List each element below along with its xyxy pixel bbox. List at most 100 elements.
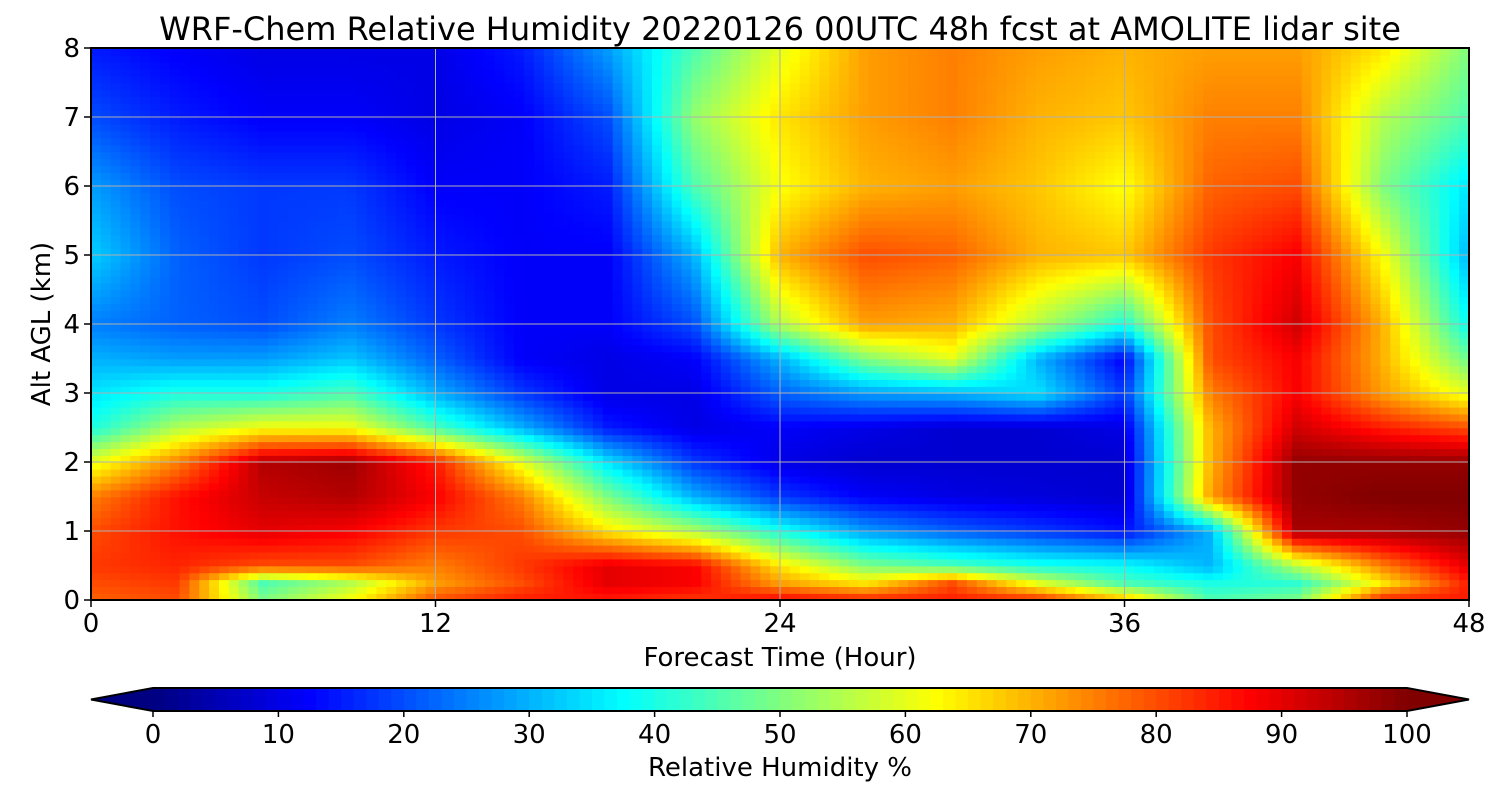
- heatmap-cell: [799, 393, 811, 401]
- heatmap-cell: [258, 565, 269, 574]
- heatmap-cell: [435, 455, 447, 463]
- heatmap-cell: [386, 448, 397, 456]
- heatmap-cell: [1203, 503, 1214, 512]
- heatmap-cell: [1350, 427, 1362, 436]
- heatmap-cell: [848, 365, 860, 374]
- heatmap-cell: [405, 586, 417, 594]
- heatmap-cell: [1281, 482, 1293, 491]
- heatmap-cell: [947, 441, 958, 449]
- heatmap-cell: [1291, 510, 1303, 518]
- heatmap-cell: [1350, 468, 1362, 477]
- heatmap-cell: [396, 475, 407, 484]
- heatmap-cell: [937, 448, 949, 456]
- heatmap-cell: [661, 379, 673, 387]
- heatmap-cell: [780, 531, 791, 539]
- heatmap-cell: [858, 503, 870, 512]
- heatmap-cell: [720, 565, 732, 574]
- heatmap-cell: [1035, 358, 1047, 367]
- heatmap-cell: [780, 448, 791, 456]
- heatmap-cell: [1439, 551, 1451, 560]
- heatmap-cell: [278, 393, 289, 401]
- heatmap-cell: [1281, 386, 1293, 394]
- heatmap-cell: [996, 448, 1008, 456]
- heatmap-cell: [514, 537, 525, 546]
- heatmap-cell: [415, 510, 427, 518]
- heatmap-cell: [563, 468, 575, 477]
- heatmap-cell: [1350, 510, 1362, 518]
- heatmap-cell: [1094, 503, 1106, 512]
- heatmap-cell: [1252, 586, 1264, 594]
- heatmap-cell: [1183, 558, 1195, 567]
- heatmap-cell: [1065, 531, 1077, 539]
- heatmap-cell: [405, 468, 417, 477]
- heatmap-cell: [1291, 475, 1303, 484]
- heatmap-cell: [1035, 448, 1047, 456]
- heatmap-cell: [1242, 517, 1254, 525]
- heatmap-cell: [533, 386, 545, 394]
- heatmap-cell: [1173, 544, 1185, 553]
- heatmap-cell: [661, 586, 673, 594]
- heatmap-cell: [1163, 379, 1175, 387]
- heatmap-cell: [1232, 565, 1244, 574]
- heatmap-cell: [524, 351, 535, 360]
- heatmap-cell: [278, 517, 289, 525]
- heatmap-cell: [976, 393, 988, 401]
- heatmap-cell: [642, 496, 653, 505]
- heatmap-cell: [1104, 379, 1116, 387]
- heatmap-cell: [898, 593, 909, 600]
- heatmap-cell: [957, 475, 968, 484]
- heatmap-cell: [238, 413, 250, 422]
- heatmap-cell: [622, 482, 634, 491]
- heatmap-cell: [425, 455, 437, 463]
- heatmap-cell: [524, 489, 535, 498]
- heatmap-cell: [1272, 427, 1283, 436]
- heatmap-cell: [1429, 413, 1441, 422]
- heatmap-cell: [622, 386, 634, 394]
- heatmap-cell: [189, 537, 201, 546]
- heatmap-cell: [1016, 462, 1027, 470]
- heatmap-cell: [1449, 551, 1460, 560]
- heatmap-cell: [1281, 406, 1293, 415]
- heatmap-cell: [1075, 406, 1086, 415]
- heatmap-cell: [297, 551, 309, 560]
- heatmap-cell: [543, 551, 555, 560]
- heatmap-cell: [1045, 386, 1057, 394]
- heatmap-cell: [238, 393, 250, 401]
- heatmap-cell: [494, 503, 506, 512]
- heatmap-cell: [1409, 558, 1421, 567]
- heatmap-cell: [1272, 468, 1283, 477]
- heatmap-cell: [671, 489, 683, 498]
- heatmap-cell: [1232, 537, 1244, 546]
- heatmap-cell: [1154, 579, 1165, 587]
- heatmap-cell: [1035, 462, 1047, 470]
- heatmap-cell: [730, 593, 742, 600]
- heatmap-cell: [396, 586, 407, 594]
- heatmap-cell: [543, 372, 555, 380]
- heatmap-cell: [711, 393, 722, 401]
- heatmap-cell: [524, 372, 535, 380]
- heatmap-cell: [1341, 455, 1352, 463]
- heatmap-cell: [1213, 593, 1224, 600]
- heatmap-cell: [720, 379, 732, 387]
- heatmap-cell: [661, 537, 673, 546]
- heatmap-cell: [661, 427, 673, 436]
- heatmap-cell: [592, 448, 604, 456]
- heatmap-cell: [799, 565, 811, 574]
- heatmap-cell: [455, 406, 466, 415]
- heatmap-cell: [1459, 503, 1469, 512]
- heatmap-cell: [1341, 420, 1352, 429]
- heatmap-cell: [189, 365, 201, 374]
- heatmap-cell: [1045, 358, 1057, 367]
- heatmap-cell: [140, 420, 151, 429]
- heatmap-cell: [563, 393, 575, 401]
- heatmap-cell: [465, 558, 476, 567]
- heatmap-cell: [632, 358, 643, 367]
- heatmap-cell: [1173, 413, 1185, 422]
- heatmap-cell: [976, 420, 988, 429]
- heatmap-cell: [573, 565, 584, 574]
- heatmap-cell: [681, 558, 693, 567]
- heatmap-cell: [1045, 558, 1057, 567]
- heatmap-cell: [711, 586, 722, 594]
- heatmap-cell: [976, 351, 988, 360]
- heatmap-cell: [770, 468, 781, 477]
